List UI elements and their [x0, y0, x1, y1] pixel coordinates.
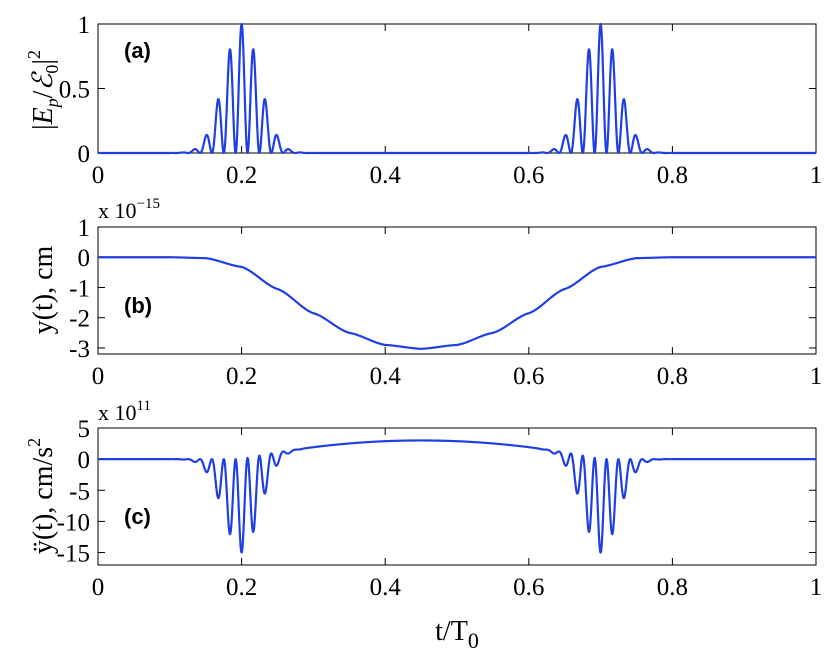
panel-c-ytick-label: -5 — [69, 478, 90, 505]
panel-b-ytick-label: -1 — [69, 275, 90, 302]
panel-a-xticks: 0 0.2 0.4 0.6 0.8 1 — [92, 24, 823, 189]
panel-b-exponent-base: x 10 — [98, 198, 137, 223]
panel-c-xtick-label: 1 — [810, 574, 823, 601]
panel-b-yticks: 1 0 -1 -2 -3 — [69, 215, 816, 363]
panel-b-xtick-label: 0.4 — [370, 363, 402, 390]
panel-c-exponent-base: x 10 — [98, 400, 137, 425]
panel-b-xtick-label: 1 — [810, 363, 823, 390]
panel-a-ytick-label: 0 — [78, 141, 91, 168]
panel-b-ytick-label: -3 — [69, 336, 90, 363]
panel-b: 0 0.2 0.4 0.6 0.8 1 1 0 -1 -2 -3 (b) y(t), cm x 1… — [28, 196, 822, 390]
panel-a-xtick-label: 1 — [810, 162, 823, 189]
panel-c-ylabel: ÿ(t), cm/s2 — [24, 438, 59, 554]
panel-c: 0 0.2 0.4 0.6 0.8 1 5 0 -5 -10 -15 (c) ÿ(t), cm/s… — [24, 398, 822, 601]
panel-b-xtick-label: 0.6 — [513, 363, 544, 390]
panel-a-frame — [97, 23, 817, 154]
panel-a-ytick-label: 0.5 — [59, 77, 90, 104]
panel-c-exponent-power: 11 — [137, 398, 151, 414]
panel-b-ytick-label: 1 — [78, 215, 91, 242]
panel-c-ytick-label: 0 — [78, 447, 91, 474]
panel-c-xtick-label: 0.2 — [226, 574, 257, 601]
panel-a-label: (a) — [124, 38, 151, 63]
panel-a-yticks: 00.51 — [59, 12, 816, 168]
panel-c-exponent: x 1011 — [98, 398, 151, 425]
panel-a-xtick-label: 0.6 — [513, 162, 544, 189]
panel-c-xtick-label: 0.8 — [657, 574, 688, 601]
panel-c-xticks: 0 0.2 0.4 0.6 0.8 1 — [92, 428, 823, 601]
panel-b-series — [97, 256, 817, 350]
panel-a-xtick-label: 0 — [92, 162, 105, 189]
panel-b-exponent-power: −15 — [137, 196, 160, 212]
panel-c-xtick-label: 0.6 — [513, 574, 544, 601]
panel-c-frame — [97, 427, 817, 566]
panel-c-xtick-label: 0.4 — [370, 574, 402, 601]
panel-b-xtick-label: 0.8 — [657, 363, 688, 390]
panel-a-xtick-label: 0.2 — [226, 162, 257, 189]
panel-a-ylabel: |Ep/ℰ0|2 — [24, 50, 62, 130]
panel-c-ytick-label: 5 — [78, 416, 91, 443]
panel-b-ytick-label: 0 — [78, 245, 91, 272]
panel-a-series — [97, 22, 817, 155]
panel-b-frame — [97, 226, 817, 355]
panel-c-yticks: 5 0 -5 -10 -15 — [57, 416, 816, 568]
panel-a-xtick-label: 0.4 — [370, 162, 402, 189]
panel-c-ytick-label: -15 — [57, 541, 90, 568]
panel-b-xtick-label: 0.2 — [226, 363, 257, 390]
panel-b-xtick-label: 0 — [92, 363, 105, 390]
panel-a: 0 0.2 0.4 0.6 0.8 1 00.51 (a) |Ep/ℰ0|2 — [24, 12, 822, 189]
panel-c-ytick-label: -10 — [57, 509, 90, 536]
panel-b-label: (b) — [124, 293, 152, 318]
panel-b-exponent: x 10−15 — [98, 196, 160, 223]
panel-c-xtick-label: 0 — [92, 574, 105, 601]
x-axis-label: t/T0 — [435, 616, 479, 653]
panel-b-ytick-label: -2 — [69, 306, 90, 333]
panel-b-ylabel: y(t), cm — [28, 245, 59, 334]
panel-c-label: (c) — [124, 504, 151, 529]
panel-a-xtick-label: 0.8 — [657, 162, 688, 189]
panel-c-series — [97, 439, 817, 554]
panel-b-xticks: 0 0.2 0.4 0.6 0.8 1 — [92, 227, 823, 390]
panel-a-ytick-label: 1 — [78, 12, 91, 39]
